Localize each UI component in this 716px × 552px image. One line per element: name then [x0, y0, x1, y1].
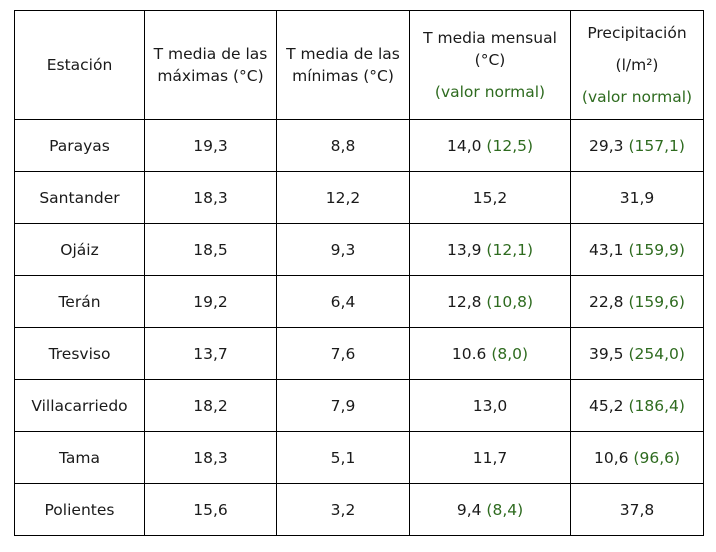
- precip-value: 43,1: [589, 240, 624, 259]
- cell-tmean: 13,9 (12,1): [409, 223, 571, 276]
- cell-station: Polientes: [14, 483, 145, 536]
- header-tmean-normal: (valor normal): [434, 83, 546, 101]
- tmean-value: 15,2: [472, 188, 508, 207]
- precip-value: 45,2: [589, 396, 624, 415]
- header-tmean-line-1: T media mensual: [423, 29, 557, 47]
- table-row: Tama 18,3 5,1 11,7 10,6 (96,6): [14, 431, 704, 484]
- cell-station: Tama: [14, 431, 145, 484]
- tmean-normal-value: (8,0): [491, 344, 529, 363]
- header-precip-line-2: (l/m²): [615, 56, 659, 74]
- tmean-value: 14,0: [446, 136, 482, 155]
- table-row: Villacarriedo 18,2 7,9 13,0 45,2 (186,4): [14, 379, 704, 432]
- cell-station: Terán: [14, 275, 145, 328]
- tmean-value: 13,0: [472, 396, 508, 415]
- cell-tmin: 7,9: [276, 379, 410, 432]
- cell-station: Santander: [14, 171, 145, 224]
- cell-tmax: 13,7: [144, 327, 277, 380]
- cell-precip: 37,8: [570, 483, 704, 536]
- cell-tmin: 6,4: [276, 275, 410, 328]
- cell-tmean: 9,4 (8,4): [409, 483, 571, 536]
- cell-tmin: 8,8: [276, 119, 410, 172]
- cell-tmax: 19,3: [144, 119, 277, 172]
- precip-value: 29,3: [589, 136, 624, 155]
- climate-table: Estación T media de las máximas (°C) T m…: [14, 10, 704, 536]
- header-tmean-line-2: (°C): [474, 51, 506, 69]
- cell-tmax: 18,3: [144, 171, 277, 224]
- cell-tmin: 12,2: [276, 171, 410, 224]
- precip-value: 37,8: [619, 500, 655, 519]
- tmean-value: 13,9: [446, 240, 482, 259]
- cell-station: Villacarriedo: [14, 379, 145, 432]
- precip-normal-value: (96,6): [633, 448, 681, 467]
- header-row: Estación T media de las máximas (°C) T m…: [14, 10, 704, 120]
- header-station: Estación: [14, 10, 145, 120]
- table-row: Santander 18,3 12,2 15,2 31,9: [14, 171, 704, 224]
- cell-precip: 45,2 (186,4): [570, 379, 704, 432]
- cell-precip: 22,8 (159,6): [570, 275, 704, 328]
- precip-normal-value: (159,6): [628, 292, 685, 311]
- table-row: Ojáiz 18,5 9,3 13,9 (12,1) 43,1 (159,9): [14, 223, 704, 276]
- tmean-value: 9,4: [456, 500, 482, 519]
- precip-normal-value: (254,0): [628, 344, 685, 363]
- cell-precip: 43,1 (159,9): [570, 223, 704, 276]
- header-tmin-line-2: mínimas (°C): [292, 67, 394, 85]
- cell-precip: 10,6 (96,6): [570, 431, 704, 484]
- precip-normal-value: (186,4): [628, 396, 685, 415]
- header-tmin-line-1: T media de las: [286, 45, 400, 63]
- cell-tmean: 12,8 (10,8): [409, 275, 571, 328]
- header-tmin: T media de las mínimas (°C): [276, 10, 410, 120]
- cell-tmean: 13,0: [409, 379, 571, 432]
- header-precip-line-1: Precipitación: [587, 24, 687, 42]
- cell-tmean: 14,0 (12,5): [409, 119, 571, 172]
- precip-value: 10,6: [593, 448, 629, 467]
- table-row: Polientes 15,6 3,2 9,4 (8,4) 37,8: [14, 483, 704, 536]
- precip-normal-value: (157,1): [628, 136, 685, 155]
- cell-tmax: 18,2: [144, 379, 277, 432]
- cell-precip: 31,9: [570, 171, 704, 224]
- precip-value: 22,8: [589, 292, 624, 311]
- precip-value: 31,9: [619, 188, 655, 207]
- tmean-normal-value: (8,4): [486, 500, 524, 519]
- tmean-normal-value: (12,1): [486, 240, 534, 259]
- cell-tmean: 10.6 (8,0): [409, 327, 571, 380]
- tmean-value: 10.6: [451, 344, 487, 363]
- table-row: Tresviso 13,7 7,6 10.6 (8,0) 39,5 (254,0…: [14, 327, 704, 380]
- precip-normal-value: (159,9): [628, 240, 685, 259]
- cell-tmax: 18,3: [144, 431, 277, 484]
- cell-tmax: 18,5: [144, 223, 277, 276]
- table-row: Terán 19,2 6,4 12,8 (10,8) 22,8 (159,6): [14, 275, 704, 328]
- header-tmean: T media mensual (°C) (valor normal): [409, 10, 571, 120]
- header-station-label: Estación: [46, 56, 113, 74]
- cell-station: Tresviso: [14, 327, 145, 380]
- header-tmax: T media de las máximas (°C): [144, 10, 277, 120]
- header-tmax-line-1: T media de las: [153, 45, 268, 63]
- cell-tmax: 19,2: [144, 275, 277, 328]
- cell-station: Parayas: [14, 119, 145, 172]
- cell-tmax: 15,6: [144, 483, 277, 536]
- header-precip-normal: (valor normal): [581, 88, 693, 106]
- header-tmax-line-2: máximas (°C): [157, 67, 264, 85]
- cell-tmin: 5,1: [276, 431, 410, 484]
- table-body: Parayas 19,3 8,8 14,0 (12,5) 29,3 (157,1…: [14, 119, 704, 536]
- table-row: Parayas 19,3 8,8 14,0 (12,5) 29,3 (157,1…: [14, 119, 704, 172]
- tmean-value: 12,8: [446, 292, 482, 311]
- precip-value: 39,5: [589, 344, 624, 363]
- cell-precip: 29,3 (157,1): [570, 119, 704, 172]
- cell-tmean: 15,2: [409, 171, 571, 224]
- cell-tmin: 9,3: [276, 223, 410, 276]
- cell-precip: 39,5 (254,0): [570, 327, 704, 380]
- cell-tmin: 7,6: [276, 327, 410, 380]
- cell-tmin: 3,2: [276, 483, 410, 536]
- tmean-normal-value: (12,5): [486, 136, 534, 155]
- cell-tmean: 11,7: [409, 431, 571, 484]
- tmean-value: 11,7: [472, 448, 508, 467]
- header-precip: Precipitación (l/m²) (valor normal): [570, 10, 704, 120]
- tmean-normal-value: (10,8): [486, 292, 534, 311]
- cell-station: Ojáiz: [14, 223, 145, 276]
- table-header: Estación T media de las máximas (°C) T m…: [14, 10, 704, 120]
